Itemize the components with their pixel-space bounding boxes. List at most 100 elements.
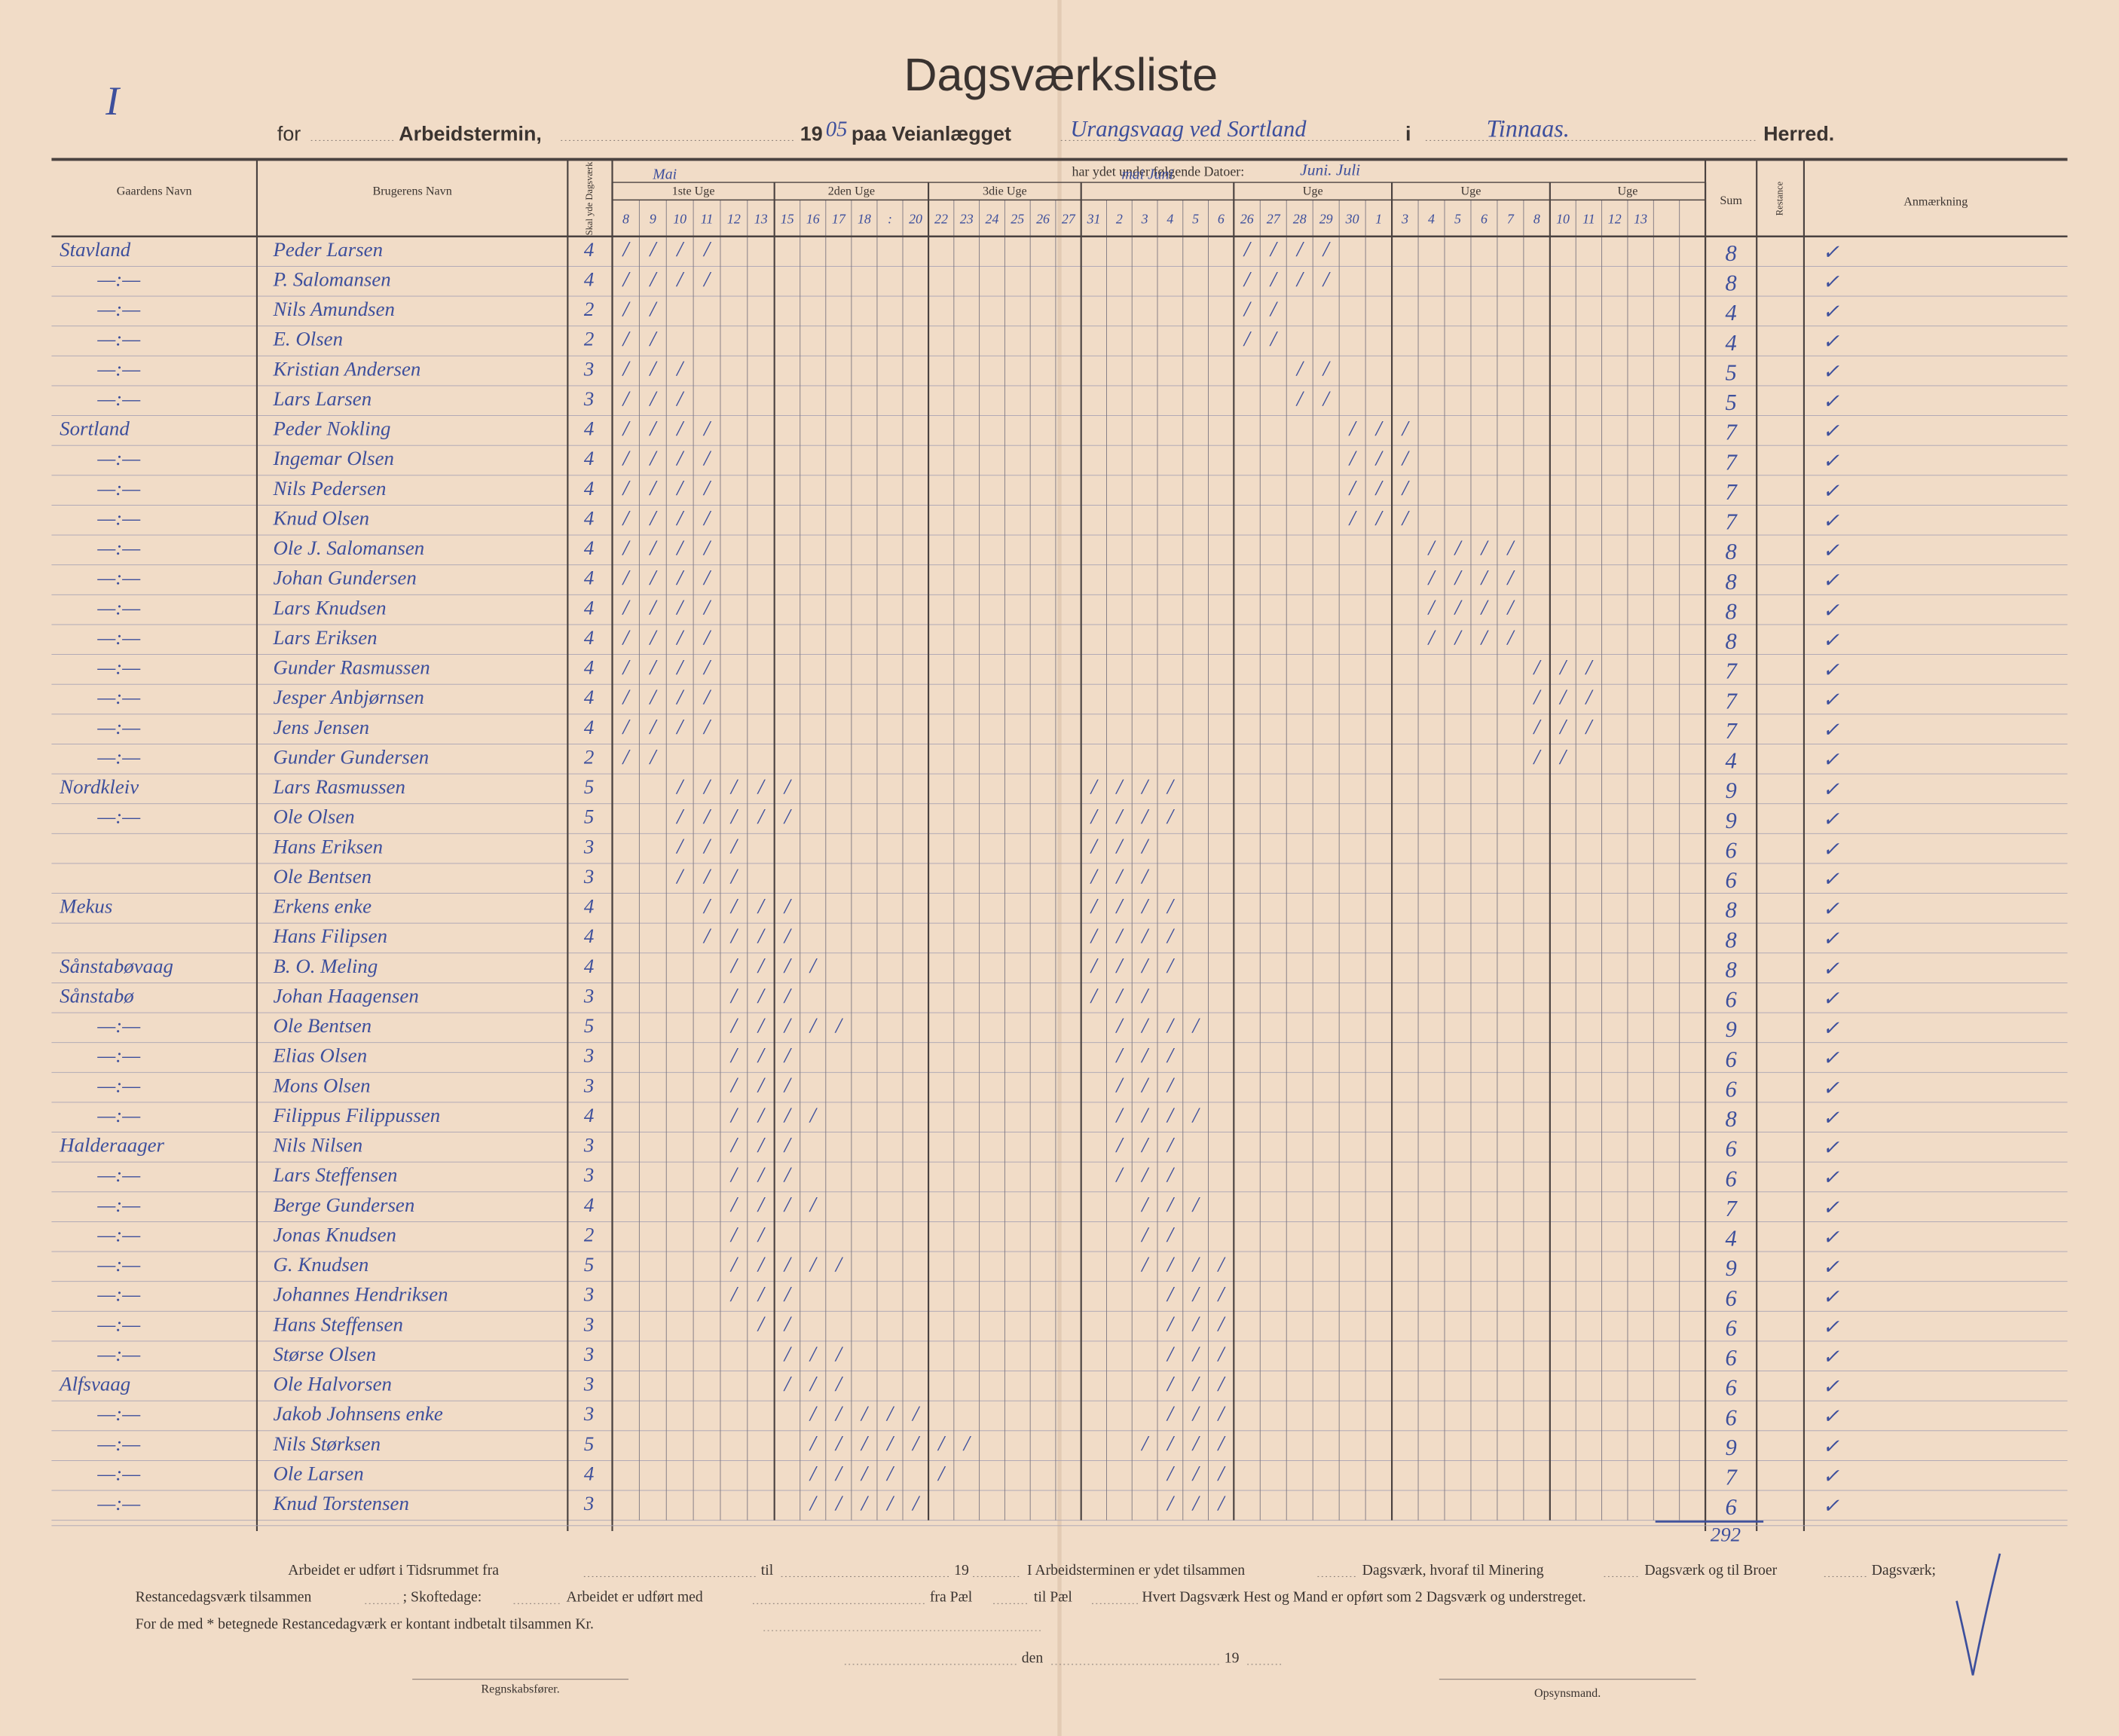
required-days: 3 <box>583 1074 594 1096</box>
footer-text: Dagsværk, hvoraf til Minering <box>1362 1562 1544 1579</box>
day-mark: / <box>621 297 631 321</box>
farm-name: —:— <box>96 387 141 410</box>
farm-name: Sånstabø <box>60 984 134 1007</box>
day-mark: / <box>1090 835 1099 859</box>
remark-check: ✓ <box>1823 569 1840 591</box>
week-label: 3die Uge <box>983 185 1027 197</box>
term: Arbeidstermin, <box>399 122 542 145</box>
day-label: 10 <box>1556 211 1570 226</box>
remark-check: ✓ <box>1823 360 1840 383</box>
day-label: 13 <box>1634 211 1647 226</box>
day-mark: / <box>809 1252 818 1276</box>
road: Urangsvaag ved Sortland <box>1070 116 1307 142</box>
day-mark: / <box>702 536 712 560</box>
header-dates: har ydet under følgende Datoer: <box>1072 164 1245 179</box>
day-mark: / <box>1140 894 1150 918</box>
user-name: Lars Eriksen <box>272 626 377 649</box>
day-mark: / <box>783 1252 793 1276</box>
user-name: Hans Filipsen <box>272 925 387 947</box>
week-label: Uge <box>1461 185 1481 197</box>
day-mark: / <box>1115 864 1124 888</box>
day-mark: / <box>1191 1402 1201 1426</box>
day-mark: / <box>648 297 658 321</box>
header-farm: Gaardens Navn <box>117 185 192 197</box>
remark-check: ✓ <box>1823 1106 1840 1129</box>
sum: 8 <box>1726 957 1737 983</box>
day-mark: / <box>702 267 712 292</box>
required-days: 3 <box>583 984 594 1007</box>
day-mark: / <box>1216 1462 1226 1486</box>
day-label: 7 <box>1507 211 1515 226</box>
required-days: 4 <box>584 238 594 261</box>
sum: 6 <box>1726 867 1738 893</box>
user-name: Lars Knudsen <box>272 596 386 619</box>
day-mark: / <box>1166 1313 1176 1337</box>
day-mark: / <box>1191 1462 1201 1486</box>
farm-name: Sortland <box>60 417 130 440</box>
day-mark: / <box>1269 267 1279 292</box>
day-mark: / <box>1140 835 1150 859</box>
day-mark: / <box>783 984 793 1008</box>
day-mark: / <box>621 447 631 471</box>
day-mark: / <box>621 506 631 530</box>
day-label: 13 <box>754 211 768 226</box>
sum: 8 <box>1726 897 1737 923</box>
day-mark: / <box>1454 566 1463 590</box>
day-mark: / <box>1115 1074 1124 1098</box>
sum: 8 <box>1726 628 1737 654</box>
day-mark: / <box>1140 805 1150 829</box>
sum: 8 <box>1726 240 1737 266</box>
sum: 6 <box>1726 1166 1738 1191</box>
required-days: 4 <box>584 1194 594 1216</box>
footer-text: til Pæl <box>1034 1589 1072 1606</box>
remark-check: ✓ <box>1823 1256 1840 1279</box>
day-mark: / <box>648 357 658 381</box>
day-label: 23 <box>960 211 974 226</box>
day-mark: / <box>1191 1313 1201 1337</box>
day-label: 29 <box>1319 211 1333 226</box>
day-mark: / <box>757 775 766 799</box>
sum: 7 <box>1726 1196 1738 1221</box>
day-mark: / <box>648 686 658 710</box>
farm-name: —:— <box>96 1432 141 1455</box>
day-mark: / <box>1295 237 1305 261</box>
remark-check: ✓ <box>1823 1136 1840 1159</box>
day-mark: / <box>702 417 712 441</box>
user-name: Knud Torstensen <box>272 1492 408 1514</box>
day-mark: / <box>702 656 712 680</box>
sum: 8 <box>1726 270 1737 296</box>
user-name: Berge Gundersen <box>273 1194 414 1216</box>
farm-name: —:— <box>96 357 141 380</box>
day-mark: / <box>702 237 712 261</box>
sum: 7 <box>1726 718 1738 744</box>
day-label: 30 <box>1345 211 1359 226</box>
day-mark: / <box>729 1282 739 1307</box>
day-mark: / <box>729 775 739 799</box>
day-mark: / <box>1115 984 1124 1008</box>
day-mark: / <box>675 417 685 441</box>
day-mark: / <box>809 1462 818 1486</box>
user-name: Peder Larsen <box>272 238 383 261</box>
day-mark: / <box>1584 715 1594 739</box>
required-days: 5 <box>584 775 594 798</box>
required-days: 4 <box>584 417 594 440</box>
day-mark: / <box>702 835 712 859</box>
day-mark: / <box>1090 775 1099 799</box>
day-mark: / <box>648 417 658 441</box>
user-name: Nils Nilsen <box>272 1134 362 1157</box>
remark-check: ✓ <box>1823 1345 1840 1368</box>
remark-check: ✓ <box>1823 1226 1840 1249</box>
remark-check: ✓ <box>1823 628 1840 651</box>
day-mark: / <box>1243 327 1252 351</box>
day-mark: / <box>885 1402 895 1426</box>
day-label: 11 <box>701 211 714 226</box>
week-note: mai Juni <box>1121 167 1173 183</box>
required-days: 4 <box>584 686 594 708</box>
day-mark: / <box>621 237 631 261</box>
remark-check: ✓ <box>1823 718 1840 741</box>
farm-name: —:— <box>96 626 141 649</box>
day-label: 12 <box>727 211 741 226</box>
day-mark: / <box>1090 954 1099 978</box>
sum: 6 <box>1726 1136 1738 1162</box>
remark-check: ✓ <box>1823 1465 1840 1487</box>
